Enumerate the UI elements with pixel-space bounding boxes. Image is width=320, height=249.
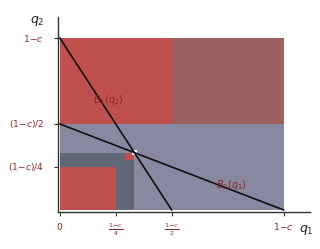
- Text: $q_2$: $q_2$: [30, 14, 44, 28]
- Text: $1\!-\!c$: $1\!-\!c$: [23, 33, 44, 44]
- Bar: [172, 38, 284, 124]
- Text: $1\!-\!c$: $1\!-\!c$: [273, 221, 294, 232]
- Bar: [125, 160, 134, 167]
- Bar: [116, 153, 125, 160]
- Text: $B_2(q_1)$: $B_2(q_1)$: [216, 178, 247, 191]
- Bar: [116, 167, 134, 210]
- Bar: [116, 160, 125, 167]
- Bar: [125, 153, 134, 160]
- Bar: [60, 153, 116, 167]
- Text: $B_1(q_2)$: $B_1(q_2)$: [93, 93, 124, 107]
- Text: $q_1$: $q_1$: [299, 223, 313, 237]
- Bar: [132, 150, 137, 155]
- Text: $\frac{1\!-\!c}{2}$: $\frac{1\!-\!c}{2}$: [164, 221, 179, 238]
- Bar: [60, 38, 172, 124]
- Bar: [172, 124, 284, 210]
- Bar: [116, 153, 134, 167]
- Text: $(1\!-\!c)/4$: $(1\!-\!c)/4$: [8, 161, 44, 173]
- Bar: [60, 167, 116, 210]
- Text: $(1\!-\!c)/2$: $(1\!-\!c)/2$: [9, 118, 44, 130]
- Text: $\frac{1\!-\!c}{4}$: $\frac{1\!-\!c}{4}$: [108, 221, 123, 238]
- Bar: [60, 124, 172, 210]
- Text: $0$: $0$: [56, 221, 63, 232]
